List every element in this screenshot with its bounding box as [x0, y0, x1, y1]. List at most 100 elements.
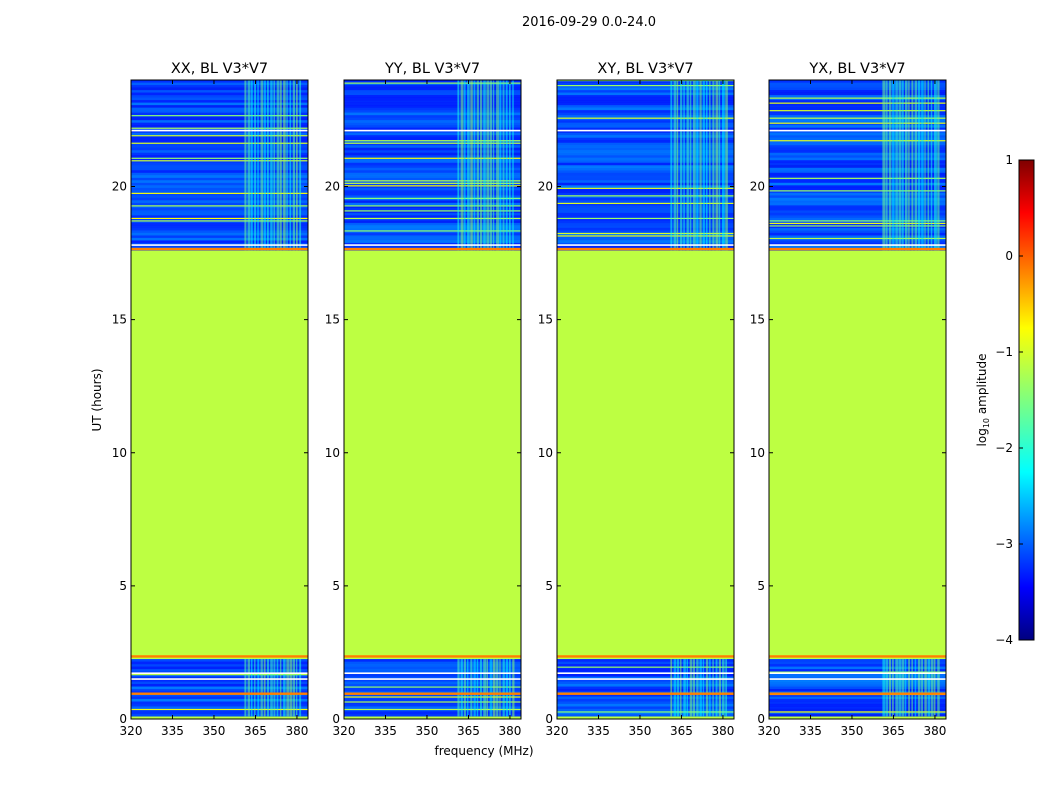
y-tick-label: 20 [750, 180, 765, 194]
x-tick-label: 350 [203, 724, 226, 738]
x-tick-label: 350 [841, 724, 864, 738]
colorbar-tick-label: −4 [995, 633, 1013, 647]
orange-line [557, 655, 734, 658]
data-block [344, 659, 521, 717]
colorbar-label: log10 amplitude [975, 354, 991, 447]
orange-line [344, 692, 521, 695]
x-tick-label: 320 [333, 724, 356, 738]
orange-line [769, 692, 946, 695]
orange-line [131, 247, 308, 251]
panel-frame [556, 79, 735, 720]
white-line [769, 672, 946, 675]
y-tick-label: 5 [332, 579, 340, 593]
colorbar-tick-label: 0 [1005, 249, 1013, 263]
x-axis-label: frequency (MHz) [434, 744, 533, 758]
white-line [557, 678, 734, 680]
y-tick-label: 15 [325, 313, 340, 327]
x-tick-label: 350 [416, 724, 439, 738]
x-tick-label: 335 [161, 724, 184, 738]
x-tick-label: 320 [546, 724, 569, 738]
colorbar: 1 0 −1 −2 −3 −4 log10 amplitude [975, 153, 1035, 647]
white-line [344, 244, 521, 246]
y-tick-label: 10 [750, 446, 765, 460]
y-tick-label: 5 [545, 579, 553, 593]
heatmap-image [344, 80, 521, 719]
data-block [557, 80, 734, 251]
x-tick-label: 380 [711, 724, 734, 738]
white-line [344, 678, 521, 680]
data-block [769, 80, 946, 251]
panel-frame [768, 79, 947, 720]
white-line [557, 129, 734, 132]
y-tick-label: 20 [112, 180, 127, 194]
panel-2: YY, BL V3*V7 320 335 350 365 380 0 5 10 15 20 [325, 61, 522, 738]
orange-line [557, 247, 734, 251]
x-tick-label: 380 [923, 724, 946, 738]
y-tick-label: 0 [757, 712, 765, 726]
y-tick-label: 0 [119, 712, 127, 726]
data-block [131, 80, 308, 251]
orange-line [131, 692, 308, 695]
colorbar-tick-label: −2 [995, 441, 1013, 455]
y-tick-label: 5 [757, 579, 765, 593]
panel-title: YX, BL V3*V7 [808, 61, 905, 77]
white-line [131, 678, 308, 680]
panel-title: XY, BL V3*V7 [597, 61, 693, 77]
white-line [131, 244, 308, 246]
white-line [769, 678, 946, 680]
white-line [131, 672, 308, 675]
panel-title: XX, BL V3*V7 [171, 61, 268, 77]
x-tick-label: 365 [457, 724, 480, 738]
orange-line [769, 247, 946, 251]
orange-line [131, 655, 308, 658]
orange-line [344, 247, 521, 251]
colorbar-tick-label: −3 [995, 537, 1013, 551]
panel-frame [343, 79, 522, 720]
y-tick-label: 5 [119, 579, 127, 593]
figure-title: 2016-09-29 0.0-24.0 [522, 15, 656, 30]
white-line [344, 129, 521, 132]
x-tick-label: 380 [285, 724, 308, 738]
white-line [557, 244, 734, 246]
heatmap-image [769, 80, 946, 719]
y-tick-label: 20 [325, 180, 340, 194]
y-tick-label: 15 [750, 313, 765, 327]
data-block [131, 659, 308, 717]
panel-4: YX, BL V3*V7 320 335 350 365 380 0 5 10 15 20 [750, 61, 947, 738]
y-tick-label: 0 [545, 712, 553, 726]
colorbar-gradient [1018, 159, 1035, 641]
heatmap-image [557, 80, 734, 719]
y-tick-label: 0 [332, 712, 340, 726]
x-tick-label: 365 [882, 724, 905, 738]
x-tick-label: 335 [587, 724, 610, 738]
panels: XX, BL V3*V7 320 335 350 365 380 0 5 10 15 20 YY, B… [112, 61, 947, 738]
white-line [344, 672, 521, 675]
panel-title: YY, BL V3*V7 [384, 61, 480, 77]
colorbar-ticks: 1 0 −1 −2 −3 −4 [995, 153, 1023, 647]
data-block [344, 80, 521, 251]
x-tick-label: 350 [629, 724, 652, 738]
white-line [769, 129, 946, 132]
x-tick-label: 320 [758, 724, 781, 738]
x-tick-label: 335 [799, 724, 822, 738]
y-tick-label: 10 [112, 446, 127, 460]
data-block [769, 659, 946, 717]
y-tick-label: 10 [325, 446, 340, 460]
orange-line [344, 655, 521, 658]
colorbar-tick-label: −1 [995, 345, 1013, 359]
white-line [769, 244, 946, 246]
panel-frame [130, 79, 309, 720]
orange-line [769, 655, 946, 658]
y-tick-label: 15 [112, 313, 127, 327]
x-tick-label: 365 [670, 724, 693, 738]
panel-1: XX, BL V3*V7 320 335 350 365 380 0 5 10 15 20 [112, 61, 309, 738]
y-tick-label: 10 [538, 446, 553, 460]
x-tick-label: 365 [244, 724, 267, 738]
x-tick-label: 320 [120, 724, 143, 738]
x-tick-label: 380 [498, 724, 521, 738]
panel-3: XY, BL V3*V7 320 335 350 365 380 0 5 10 15 20 [538, 61, 735, 738]
orange-line [557, 692, 734, 695]
data-block [557, 659, 734, 717]
white-line [557, 672, 734, 675]
